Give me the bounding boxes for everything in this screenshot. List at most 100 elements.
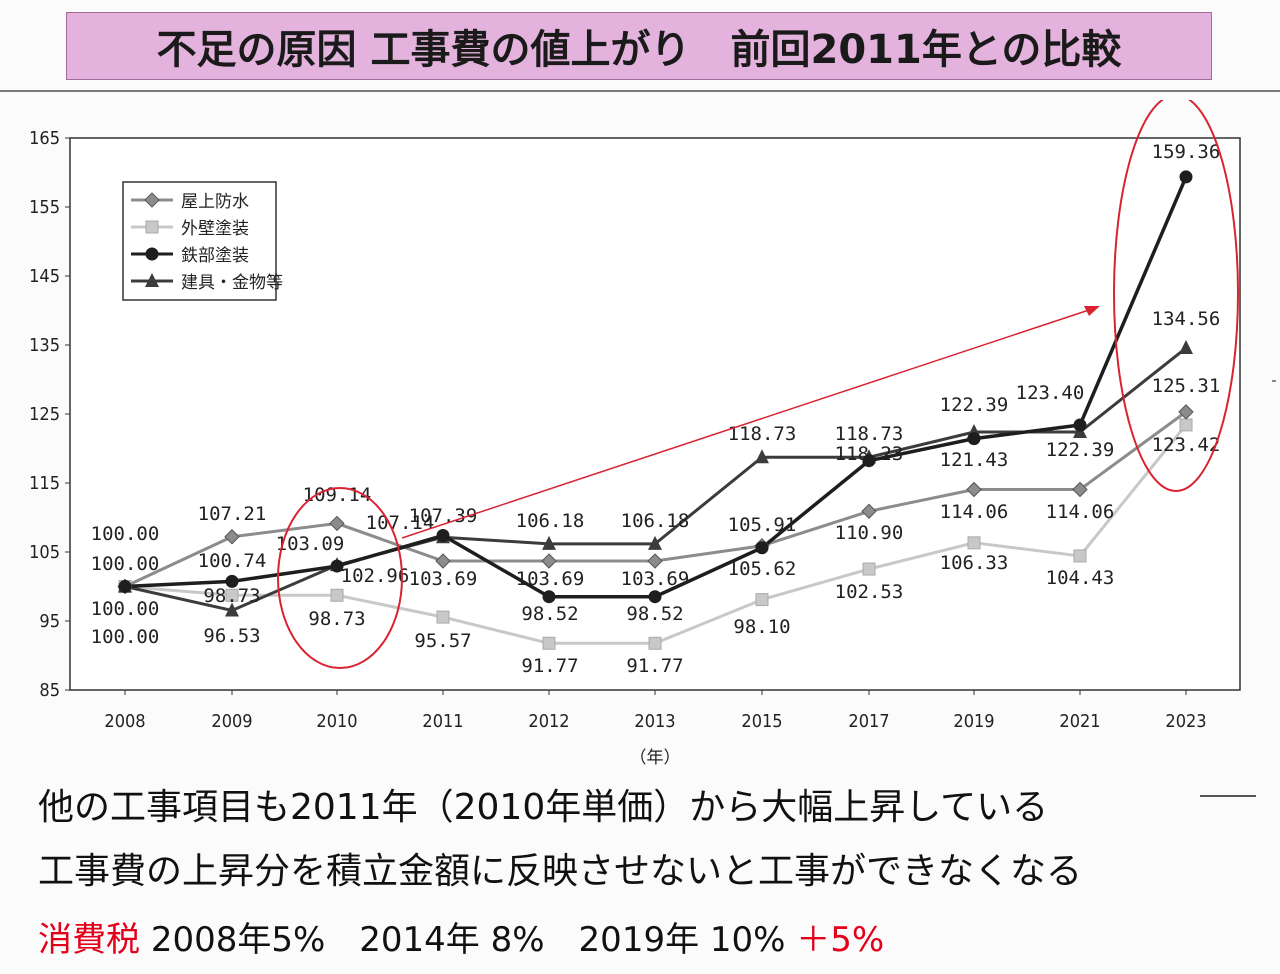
data-point-s3 xyxy=(648,590,662,604)
x-axis-label: （年） xyxy=(630,748,681,768)
legend-label: 外壁塗装 xyxy=(181,218,249,239)
data-label-s3: 123.40 xyxy=(1016,382,1085,404)
data-label-s2: 98.10 xyxy=(733,616,790,638)
data-point-s2 xyxy=(330,588,344,602)
data-label-s3: 98.52 xyxy=(521,603,578,625)
legend-label: 建具・金物等 xyxy=(181,273,283,293)
legend-marker xyxy=(145,247,159,261)
data-label-s1: 103.69 xyxy=(621,568,690,590)
data-label-s2: 104.43 xyxy=(1046,567,1115,589)
data-point-s3 xyxy=(862,454,876,468)
data-point-s3 xyxy=(225,574,239,588)
data-label-s3: 118.23 xyxy=(835,443,904,465)
note-line-2: 工事費の上昇分を積立金額に反映させないと工事ができなくなる xyxy=(38,851,1083,892)
data-point-s3 xyxy=(436,529,450,543)
tax-label: 消費税 xyxy=(38,920,140,960)
data-label-s3: 121.43 xyxy=(940,449,1009,471)
data-point-s3 xyxy=(542,590,556,604)
divider-dash xyxy=(1200,795,1256,797)
title-divider xyxy=(0,90,1280,92)
x-tick-label: 2012 xyxy=(528,711,569,732)
y-tick-label: 125 xyxy=(29,404,60,425)
data-label-s3: 100.00 xyxy=(91,553,160,575)
y-tick-label: 105 xyxy=(29,542,60,563)
data-label-s2: 106.33 xyxy=(940,552,1009,574)
data-point-s2 xyxy=(542,636,556,650)
data-label-s4: 118.73 xyxy=(835,423,904,445)
tax-note: 消費税 2008年5% 2014年 8% 2019年 10% ＋5% xyxy=(38,912,884,961)
y-tick-label: 155 xyxy=(29,197,60,218)
data-point-s1 xyxy=(647,553,663,569)
data-point-s1 xyxy=(435,553,451,569)
data-label-s2: 102.53 xyxy=(835,581,904,603)
x-tick-label: 2017 xyxy=(848,711,889,732)
legend-marker xyxy=(144,192,160,208)
data-label-s1: 114.06 xyxy=(1046,501,1115,523)
trend-arrow-line xyxy=(401,308,1093,539)
data-point-s1 xyxy=(1178,404,1194,420)
tax-increase: ＋5% xyxy=(796,920,885,960)
data-label-s4: 103.09 xyxy=(276,533,345,555)
data-point-s2 xyxy=(436,610,450,624)
data-label-s2: 91.77 xyxy=(626,655,683,677)
x-tick-label: 2013 xyxy=(634,711,675,732)
data-point-s2 xyxy=(648,636,662,650)
data-point-s1 xyxy=(541,553,557,569)
y-tick-label: 115 xyxy=(29,473,60,494)
data-label-s2: 98.73 xyxy=(308,608,365,630)
trend-arrow-head xyxy=(1084,306,1100,316)
data-point-s4 xyxy=(648,535,662,550)
y-tick-label: 145 xyxy=(29,266,60,287)
data-point-s4 xyxy=(755,449,769,464)
note-line-1: 他の工事項目も2011年（2010年単価）から大幅上昇している xyxy=(38,787,1049,828)
data-point-s1 xyxy=(966,481,982,498)
data-point-s3 xyxy=(1073,418,1087,432)
x-tick-label: 2015 xyxy=(741,711,782,732)
data-label-s1: 110.90 xyxy=(835,522,904,544)
data-point-s3 xyxy=(967,432,981,446)
y-tick-label: 135 xyxy=(29,335,60,356)
data-label-s1: 125.31 xyxy=(1152,375,1221,397)
data-label-s4: 100.00 xyxy=(91,626,160,648)
data-point-s2 xyxy=(967,536,981,550)
data-label-s4: 96.53 xyxy=(203,625,260,647)
data-point-s1 xyxy=(329,515,345,532)
data-label-s3: 105.62 xyxy=(728,558,797,580)
data-point-s4 xyxy=(225,602,239,617)
x-tick-label: 2008 xyxy=(104,711,145,732)
data-point-s2 xyxy=(755,593,769,607)
legend-label: 鉄部塗装 xyxy=(181,245,249,266)
data-point-s2 xyxy=(1179,418,1193,432)
edge-mark xyxy=(1272,380,1276,382)
legend-label: 屋上防水 xyxy=(181,192,249,212)
data-point-s3 xyxy=(118,580,132,593)
title-banner: 不足の原因 工事費の値上がり 前回2011年との比較 xyxy=(66,12,1212,80)
data-label-s3: 102.96 xyxy=(341,565,410,587)
data-point-s3 xyxy=(330,559,344,573)
data-point-s2 xyxy=(862,562,876,576)
highlight-ellipse-2023 xyxy=(1113,100,1239,492)
line-chart: 165 155 145 135 125 115 105 95 85 2008 2009 2010 201… xyxy=(29,100,1241,768)
data-label-s2: 98.73 xyxy=(203,585,260,607)
y-tick-label: 85 xyxy=(39,680,60,701)
data-label-s1: 100.00 xyxy=(91,523,160,545)
data-label-s2: 95.57 xyxy=(414,630,471,652)
data-label-s4: 122.39 xyxy=(1046,439,1115,461)
x-tick-label: 2010 xyxy=(316,711,357,732)
data-label-s2: 100.00 xyxy=(91,598,160,620)
data-label-s1: 103.69 xyxy=(516,568,585,590)
data-label-s4: 106.18 xyxy=(621,510,690,532)
y-tick-label: 165 xyxy=(29,128,60,149)
data-label-s2: 123.42 xyxy=(1152,434,1221,456)
data-label-s1: 114.06 xyxy=(940,501,1009,523)
data-label-s2: 91.77 xyxy=(521,655,578,677)
data-label-s3: 107.39 xyxy=(409,505,478,527)
data-point-s2 xyxy=(1073,549,1087,563)
data-point-s3 xyxy=(755,541,769,555)
data-point-s2 xyxy=(225,588,239,602)
data-point-s1 xyxy=(861,503,877,519)
data-point-s3 xyxy=(1179,170,1193,184)
data-label-s4: 118.73 xyxy=(728,423,797,445)
data-point-s1 xyxy=(1072,481,1088,498)
data-point-s1 xyxy=(224,529,240,545)
